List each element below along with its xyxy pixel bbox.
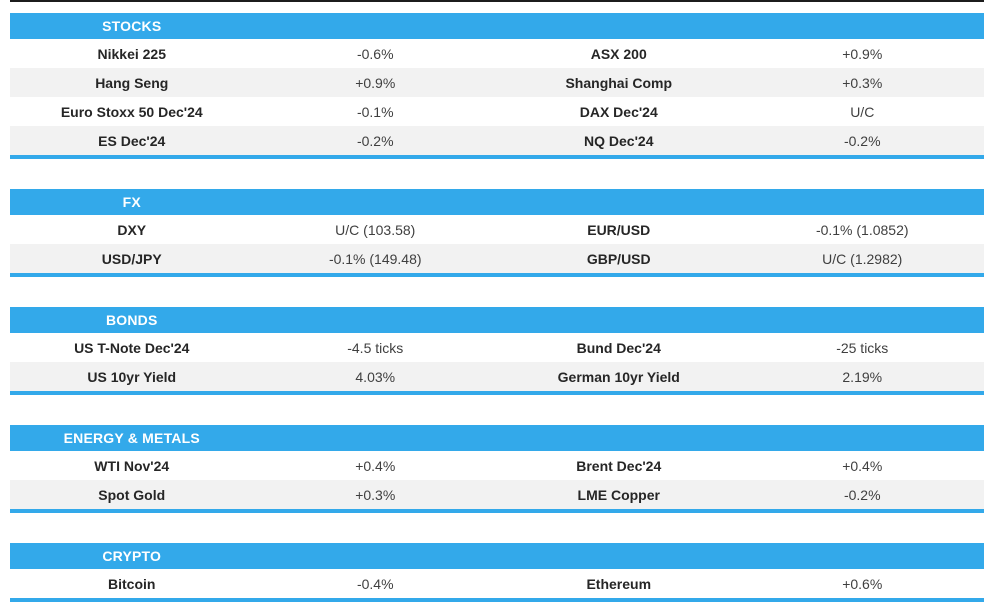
instrument-change: +0.9% [355,74,396,91]
instrument-name: Shanghai Comp [565,74,673,91]
instrument-name: Ethereum [586,575,652,592]
section-header: CRYPTO [10,543,984,569]
section-title: ENERGY & METALS [63,430,200,446]
instrument-name: Spot Gold [98,486,166,503]
instrument-name: Euro Stoxx 50 Dec'24 [60,103,203,120]
section-energy-metals: ENERGY & METALS WTI Nov'24 +0.4% Brent Dec'… [10,425,984,513]
table-row: WTI Nov'24 +0.4% Brent Dec'24 +0.4% [10,451,984,480]
instrument-change: -0.1% [356,103,394,120]
instrument-change: 4.03% [355,368,396,385]
instrument-change: +0.3% [842,74,883,91]
instrument-name: ASX 200 [590,45,647,62]
instrument-change: +0.9% [842,45,883,62]
instrument-change: -0.2% [356,132,394,149]
instrument-name: US 10yr Yield [87,368,177,385]
instrument-name: LME Copper [577,486,660,503]
table-row: USD/JPY -0.1% (149.48) GBP/USD U/C (1.2982) [10,244,984,273]
instrument-name: NQ Dec'24 [584,132,654,149]
table-row: DXY U/C (103.58) EUR/USD -0.1% (1.0852) [10,215,984,244]
table-row: ES Dec'24 -0.2% NQ Dec'24 -0.2% [10,126,984,155]
instrument-name: DAX Dec'24 [579,103,658,120]
section-bonds: BONDS US T-Note Dec'24 -4.5 ticks Bund Dec'… [10,307,984,395]
instrument-change: -0.6% [356,45,394,62]
section-stocks: STOCKS Nikkei 225 -0.6% ASX 200 +0.9% Hang Se… [10,13,984,159]
table-row: Bitcoin -0.4% Ethereum +0.6% [10,569,984,598]
instrument-name: Bund Dec'24 [576,339,661,356]
section-title: STOCKS [102,18,162,34]
section-title: CRYPTO [102,548,162,564]
instrument-name: ES Dec'24 [98,132,166,149]
instrument-name: Bitcoin [108,575,156,592]
top-divider [10,0,984,2]
instrument-change: U/C (1.2982) [822,250,903,267]
instrument-name: US T-Note Dec'24 [74,339,190,356]
instrument-change: +0.3% [355,486,396,503]
instrument-name: Brent Dec'24 [576,457,662,474]
section-header: STOCKS [10,13,984,39]
instrument-change: +0.4% [355,457,396,474]
section-fx: FX DXY U/C (103.58) EUR/USD -0.1% (1.0852) US… [10,189,984,277]
instrument-change: U/C (103.58) [335,221,416,238]
table-row: Spot Gold +0.3% LME Copper -0.2% [10,480,984,509]
table-row: Nikkei 225 -0.6% ASX 200 +0.9% [10,39,984,68]
table-row: Euro Stoxx 50 Dec'24 -0.1% DAX Dec'24 U/C [10,97,984,126]
instrument-change: +0.6% [842,575,883,592]
instrument-change: -0.2% [843,486,881,503]
instrument-change: 2.19% [842,368,883,385]
instrument-name: GBP/USD [586,250,651,267]
instrument-change: -0.1% (149.48) [328,250,422,267]
instrument-name: USD/JPY [101,250,162,267]
section-header: BONDS [10,307,984,333]
table-row: US T-Note Dec'24 -4.5 ticks Bund Dec'24 -25… [10,333,984,362]
section-title: FX [122,194,141,210]
instrument-change: +0.4% [842,457,883,474]
section-header: FX [10,189,984,215]
instrument-change: -25 ticks [836,339,889,356]
instrument-change: -4.5 ticks [347,339,404,356]
instrument-name: EUR/USD [587,221,651,238]
instrument-change: -0.2% [843,132,881,149]
section-crypto: CRYPTO Bitcoin -0.4% Ethereum +0.6% [10,543,984,602]
market-tables: STOCKS Nikkei 225 -0.6% ASX 200 +0.9% Hang Se… [10,13,984,602]
table-row: Hang Seng +0.9% Shanghai Comp +0.3% [10,68,984,97]
instrument-change: -0.4% [356,575,394,592]
section-header: ENERGY & METALS [10,425,984,451]
section-title: BONDS [105,312,158,328]
instrument-change: U/C [850,103,875,120]
instrument-name: German 10yr Yield [557,368,680,385]
instrument-name: WTI Nov'24 [94,457,170,474]
instrument-name: DXY [117,221,147,238]
instrument-name: Hang Seng [95,74,169,91]
table-row: US 10yr Yield 4.03% German 10yr Yield 2.19% [10,362,984,391]
instrument-name: Nikkei 225 [97,45,167,62]
instrument-change: -0.1% (1.0852) [815,221,909,238]
